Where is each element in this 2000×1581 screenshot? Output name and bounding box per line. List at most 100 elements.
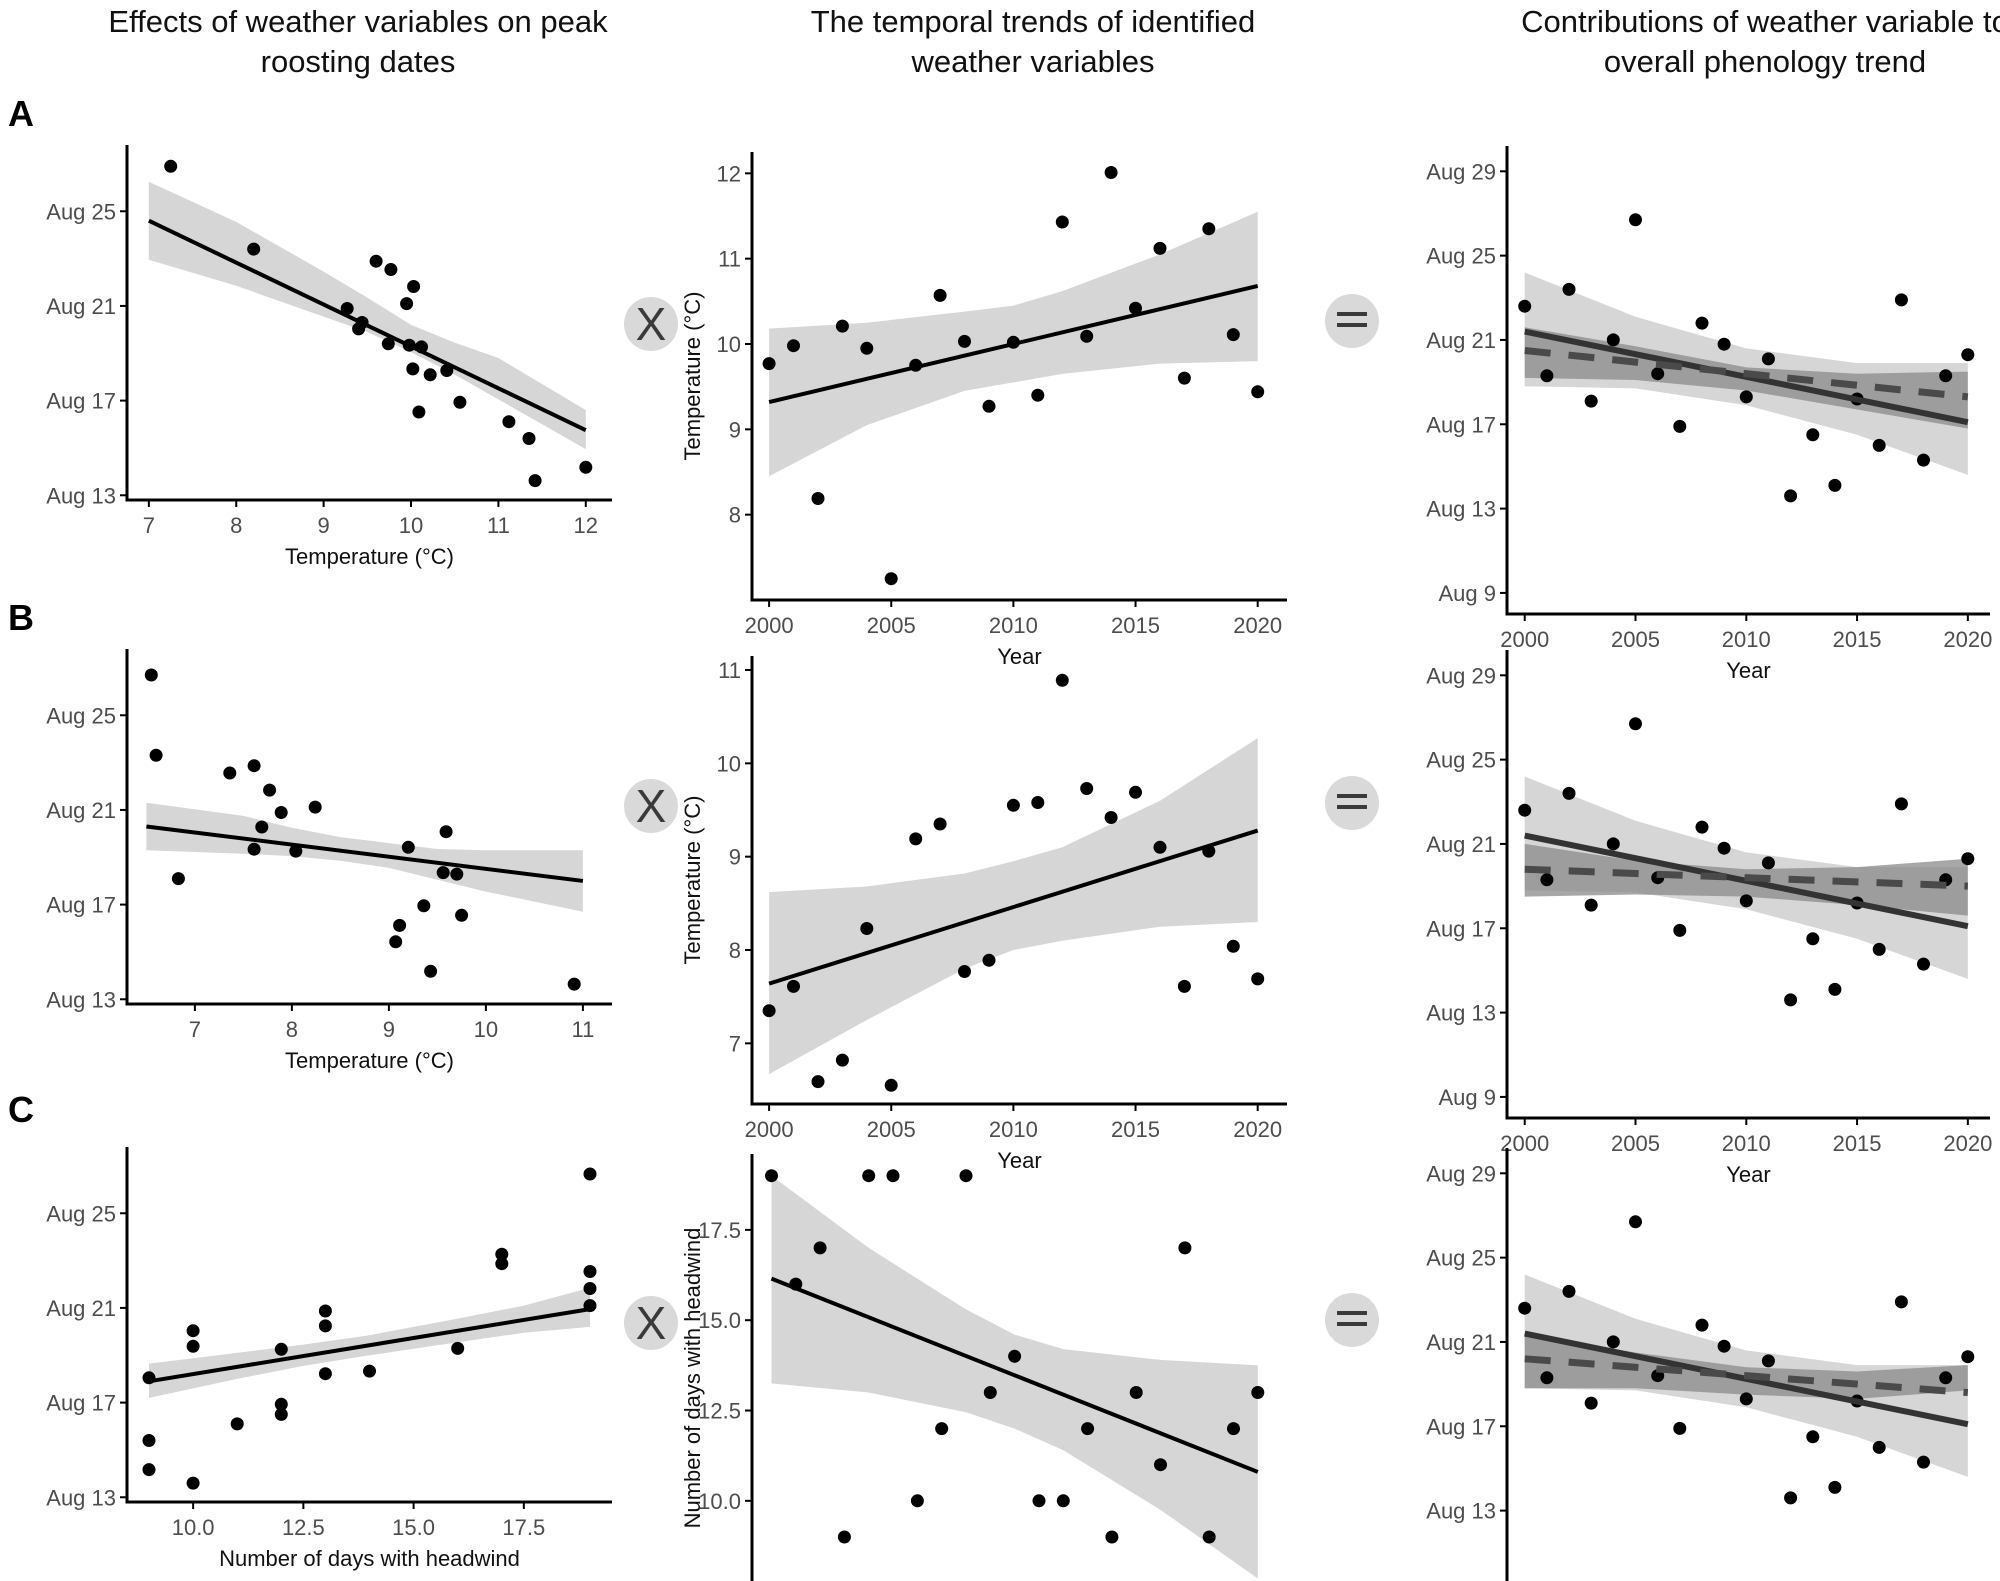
y-tick-label: Aug 25 <box>46 1201 116 1226</box>
confidence-ribbon <box>149 1287 590 1398</box>
multiply-circle <box>624 779 678 833</box>
data-point <box>1939 369 1953 383</box>
column-title-line: roosting dates <box>261 44 456 79</box>
y-tick-label: Aug 21 <box>46 294 116 319</box>
data-point <box>1540 873 1554 887</box>
y-tick-label: 9 <box>729 417 741 442</box>
data-point <box>1695 316 1709 330</box>
data-point <box>1584 394 1598 408</box>
y-tick-label: 7 <box>729 1031 741 1056</box>
data-point <box>142 1434 156 1447</box>
y-tick-label: 7.5 <box>710 1579 741 1581</box>
confidence-ribbon <box>146 802 583 912</box>
data-point <box>884 1078 898 1092</box>
data-point <box>289 844 303 858</box>
data-point <box>223 766 237 780</box>
y-tick-label: 11 <box>718 658 741 683</box>
data-point <box>424 964 438 978</box>
data-point <box>400 297 414 311</box>
y-tick-label: Aug 17 <box>1426 1414 1496 1439</box>
data-point <box>933 288 947 302</box>
column-title-contributions: Contributions of weather variable to ove… <box>1521 4 2000 79</box>
data-point <box>1129 301 1142 315</box>
multiply-icon: X <box>636 1297 667 1349</box>
trend-line <box>146 824 584 883</box>
data-point <box>1717 1339 1731 1353</box>
data-point <box>1828 982 1842 996</box>
data-point <box>762 1004 776 1018</box>
data-point <box>393 918 407 932</box>
trend-line <box>147 218 587 432</box>
data-point <box>1673 923 1687 937</box>
x-tick-label: 15.0 <box>392 1515 435 1540</box>
equals-icon-bar-top <box>1337 312 1367 316</box>
equals-icon-bar-bottom <box>1337 805 1367 809</box>
x-tick-label: 2015 <box>1833 627 1882 652</box>
x-tick-label: 2015 <box>1111 1117 1160 1142</box>
data-point <box>230 1417 244 1431</box>
multiply-icon: X <box>636 780 667 832</box>
x-axis-title: Year <box>1726 658 1770 683</box>
data-point <box>1202 222 1216 236</box>
data-point <box>958 334 971 348</box>
data-point <box>787 979 800 993</box>
data-point <box>1129 1386 1143 1399</box>
y-tick-label: Aug 21 <box>1426 328 1496 353</box>
data-point <box>1695 820 1709 834</box>
x-tick-label: 2015 <box>1833 1131 1882 1156</box>
data-point <box>583 1167 597 1181</box>
data-point <box>1629 213 1642 227</box>
x-tick-label: 17.5 <box>502 1515 545 1540</box>
x-tick-label: 2000 <box>745 1117 794 1142</box>
data-point <box>247 242 261 256</box>
y-tick-label: Aug 25 <box>46 199 116 224</box>
data-point <box>1894 1295 1908 1309</box>
plot-panel-a-3: 2000 2005 2010 2015 2020 Aug 9 Aug 13 Aug 17 Aug… <box>1426 146 1992 683</box>
x-tick-label: 2020 <box>1233 613 1282 638</box>
data-point <box>1673 1421 1687 1435</box>
data-point <box>502 415 516 429</box>
data-point <box>1961 1350 1975 1364</box>
plot-panel-c-2: 200020052010201520207.510.012.515.017.5Y… <box>680 1154 1265 1581</box>
data-point <box>381 337 395 351</box>
data-point <box>263 783 277 797</box>
data-point <box>1562 1284 1576 1298</box>
y-tick-label: Aug 17 <box>46 1391 116 1416</box>
y-tick-label: Aug 9 <box>1439 1085 1497 1110</box>
trend-line <box>148 1307 591 1384</box>
data-point <box>1226 939 1240 953</box>
data-point <box>274 1342 288 1356</box>
data-point <box>450 867 464 881</box>
trend-line <box>768 828 1259 986</box>
y-tick-label: 12 <box>717 161 741 186</box>
data-point <box>1739 390 1753 404</box>
data-point <box>352 322 366 336</box>
data-point <box>1178 1241 1192 1255</box>
data-point <box>1081 1422 1095 1436</box>
data-point <box>1872 438 1886 452</box>
y-tick-label: Aug 25 <box>1426 1246 1496 1271</box>
y-tick-label: Aug 21 <box>1426 1330 1496 1355</box>
x-tick-label: 8 <box>286 1017 298 1042</box>
data-point <box>149 748 163 762</box>
data-point <box>1784 489 1798 503</box>
x-tick-label: 11 <box>571 1017 594 1042</box>
data-point <box>1153 241 1167 255</box>
panel-letter-c: C <box>8 1089 34 1130</box>
data-point <box>1518 1301 1532 1315</box>
panel-letter-b: B <box>8 597 34 638</box>
data-point <box>886 1169 900 1183</box>
data-point <box>186 1324 200 1338</box>
data-point <box>1584 898 1598 912</box>
data-point <box>1202 1530 1216 1544</box>
equals-circle <box>1325 1293 1379 1347</box>
data-point <box>528 474 542 488</box>
data-point <box>495 1257 509 1271</box>
column-title-line: The temporal trends of identified <box>811 4 1256 39</box>
y-tick-label: 12.5 <box>698 1399 741 1424</box>
data-point <box>274 806 288 819</box>
data-point <box>1104 166 1118 179</box>
data-point <box>765 1169 778 1183</box>
data-point <box>1739 894 1753 908</box>
